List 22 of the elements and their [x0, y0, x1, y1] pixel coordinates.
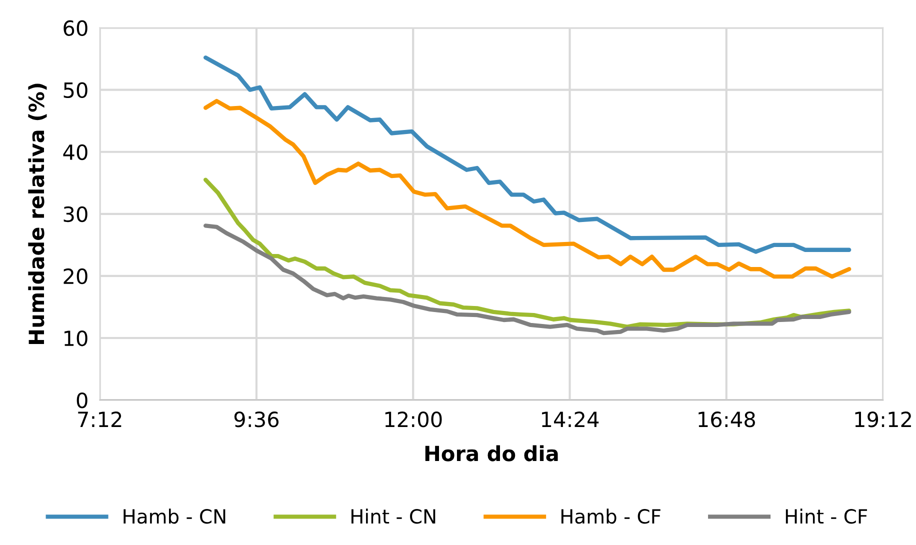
y-tick-label: 30: [64, 206, 88, 222]
line-series: [203, 224, 852, 336]
y-tick-label: 10: [64, 330, 88, 346]
line-series: [203, 98, 852, 279]
x-tick-label: 9:36: [234, 412, 279, 428]
y-tick-label: 50: [64, 82, 88, 98]
legend-label: Hamb - CF: [561, 508, 660, 524]
x-tick-label: 14:24: [542, 412, 599, 427]
legend-label: Hint - CF: [786, 508, 867, 524]
y-tick-label: 60: [64, 20, 88, 36]
y-tick-label: 0: [76, 392, 88, 408]
legend-label: Hint - CN: [351, 508, 436, 524]
x-tick-label: 12:00: [385, 412, 442, 428]
y-axis-title: Humidade relativa (%): [28, 84, 47, 344]
line-series: [203, 55, 852, 254]
y-tick-label: 20: [64, 268, 88, 284]
x-axis-title: Hora do dia: [425, 445, 558, 462]
x-tick-label: 16:48: [698, 412, 755, 428]
legend-label: Hamb - CN: [124, 508, 226, 524]
x-tick-label: 19:12: [855, 412, 911, 428]
y-tick-label: 40: [63, 144, 88, 160]
x-tick-label: 7:12: [78, 412, 122, 427]
